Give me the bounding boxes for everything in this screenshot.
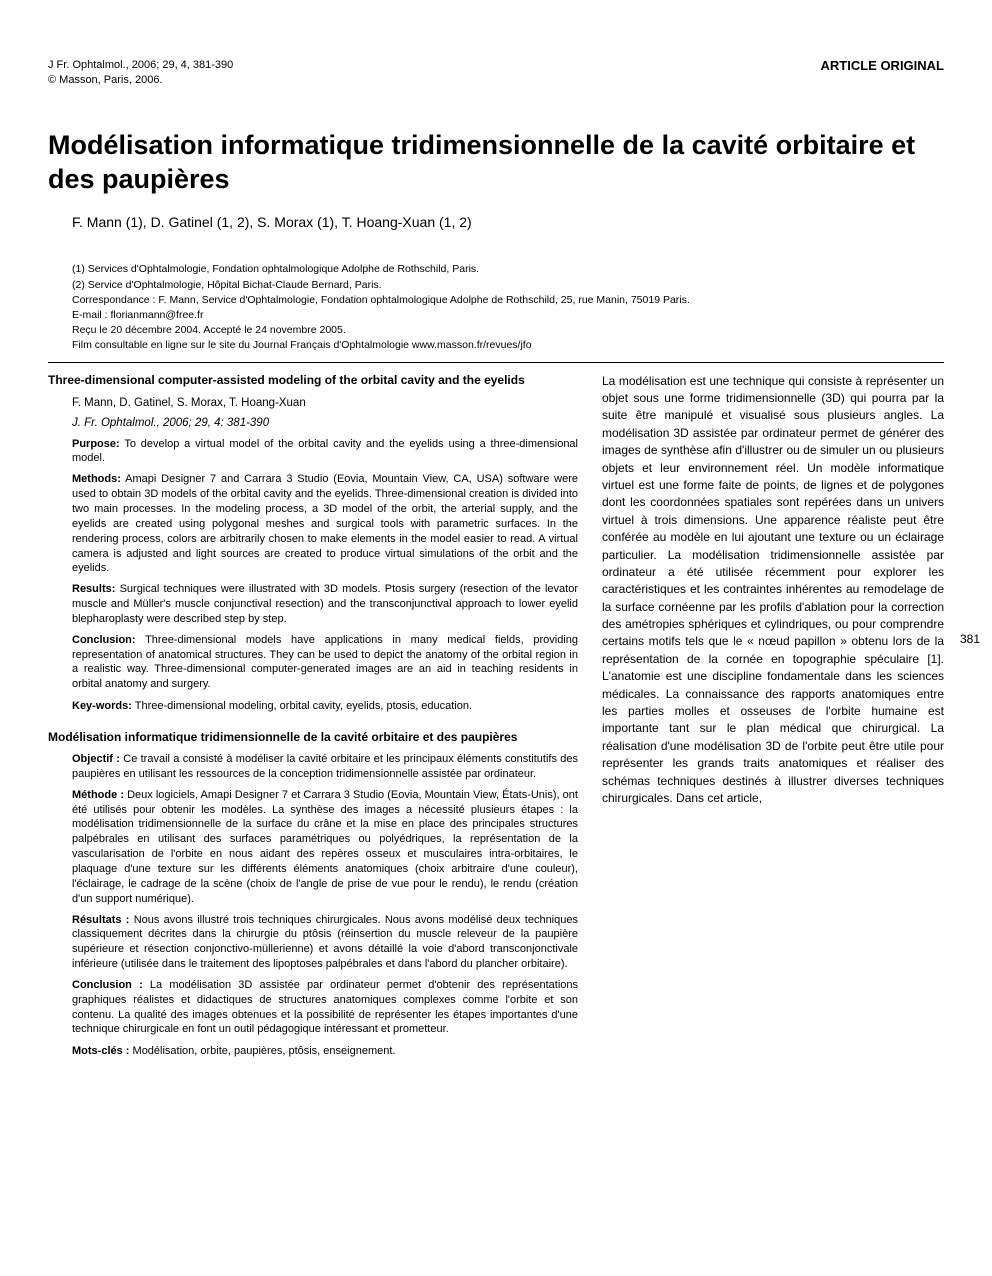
abstract-fr-title: Modélisation informatique tridimensionne… [48, 730, 578, 744]
resultats-label: Résultats : [72, 914, 129, 926]
copyright-line: © Masson, Paris, 2006. [48, 73, 233, 88]
abstract-fr-objectif: Objectif : Ce travail a consisté à modél… [72, 752, 578, 782]
keywords-en: Key-words: Three-dimensional modeling, o… [72, 700, 578, 712]
abstract-en-conclusion: Conclusion: Three-dimensional models hav… [72, 633, 578, 692]
resultats-text: Nous avons illustré trois techniques chi… [72, 914, 578, 971]
purpose-label: Purpose: [72, 438, 120, 450]
email: E-mail : florianmann@free.fr [72, 308, 944, 323]
journal-citation: J Fr. Ophtalmol., 2006; 29, 4, 381-390 [48, 58, 233, 73]
abstract-en-methods: Methods: Amapi Designer 7 and Carrara 3 … [72, 472, 578, 576]
purpose-text: To develop a virtual model of the orbita… [72, 438, 578, 465]
methode-text: Deux logiciels, Amapi Designer 7 et Carr… [72, 789, 578, 905]
keywords-en-text: Three-dimensional modeling, orbital cavi… [132, 700, 472, 712]
section-divider [48, 362, 944, 363]
results-text: Surgical techniques were illustrated wit… [72, 583, 578, 625]
main-content: Three-dimensional computer-assisted mode… [48, 373, 944, 1076]
objectif-label: Objectif : [72, 753, 120, 765]
methods-text: Amapi Designer 7 and Carrara 3 Studio (E… [72, 473, 578, 574]
results-label: Results: [72, 583, 115, 595]
article-authors: F. Mann (1), D. Gatinel (1, 2), S. Morax… [72, 214, 944, 230]
motscles-text: Modélisation, orbite, paupières, ptôsis,… [129, 1045, 395, 1057]
article-title: Modélisation informatique tridimensionne… [48, 129, 944, 197]
journal-info: J Fr. Ophtalmol., 2006; 29, 4, 381-390 ©… [48, 58, 233, 89]
abstract-en-title: Three-dimensional computer-assisted mode… [48, 373, 578, 387]
motscles-label: Mots-clés : [72, 1045, 129, 1057]
introduction-column: La modélisation est une technique qui co… [602, 373, 944, 1076]
methods-label: Methods: [72, 473, 121, 485]
methode-label: Méthode : [72, 789, 124, 801]
affiliation-2: (2) Service d'Ophtalmologie, Hôpital Bic… [72, 278, 944, 293]
introduction-text: La modélisation est une technique qui co… [602, 373, 944, 808]
conclusion-label: Conclusion: [72, 634, 136, 646]
abstract-fr-resultats: Résultats : Nous avons illustré trois te… [72, 913, 578, 972]
motscles: Mots-clés : Modélisation, orbite, paupiè… [72, 1045, 578, 1057]
correspondence: Correspondance : F. Mann, Service d'Opht… [72, 293, 944, 308]
abstract-en-results: Results: Surgical techniques were illust… [72, 582, 578, 627]
page-number: 381 [960, 632, 980, 646]
keywords-en-label: Key-words: [72, 700, 132, 712]
affiliations-block: (1) Services d'Ophtalmologie, Fondation … [72, 262, 944, 353]
affiliation-1: (1) Services d'Ophtalmologie, Fondation … [72, 262, 944, 277]
abstract-fr-methode: Méthode : Deux logiciels, Amapi Designer… [72, 788, 578, 907]
objectif-text: Ce travail a consisté à modéliser la cav… [72, 753, 578, 780]
abstract-en-purpose: Purpose: To develop a virtual model of t… [72, 437, 578, 467]
abstract-column: Three-dimensional computer-assisted mode… [48, 373, 578, 1076]
conclusion-fr-text: La modélisation 3D assistée par ordinate… [72, 979, 578, 1036]
film-link: Film consultable en ligne sur le site du… [72, 338, 944, 353]
abstract-en-citation: J. Fr. Ophtalmol., 2006; 29, 4: 381-390 [72, 417, 578, 429]
abstract-en-authors: F. Mann, D. Gatinel, S. Morax, T. Hoang-… [72, 397, 578, 409]
abstract-fr-conclusion: Conclusion : La modélisation 3D assistée… [72, 978, 578, 1037]
dates: Reçu le 20 décembre 2004. Accepté le 24 … [72, 323, 944, 338]
conclusion-fr-label: Conclusion : [72, 979, 143, 991]
conclusion-text: Three-dimensional models have applicatio… [72, 634, 578, 691]
article-type: ARTICLE ORIGINAL [821, 58, 945, 73]
page-header: J Fr. Ophtalmol., 2006; 29, 4, 381-390 ©… [48, 58, 944, 89]
